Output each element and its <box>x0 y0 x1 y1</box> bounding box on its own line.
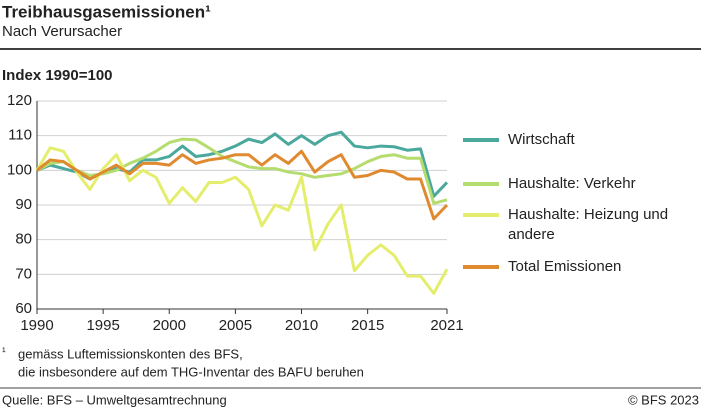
y-tick-label: 70 <box>15 265 32 282</box>
legend-swatch <box>463 138 499 142</box>
series-line <box>36 149 449 221</box>
legend-label: Wirtschaft <box>508 131 575 148</box>
y-axis-label: Index 1990=100 <box>2 67 113 84</box>
chart-subtitle: Nach Verursacher <box>2 23 122 40</box>
y-tick-label: 100 <box>7 161 32 178</box>
y-tick-label: 90 <box>15 196 32 213</box>
x-tick-label: 2015 <box>351 317 384 334</box>
x-tick-label: 2021 <box>430 317 463 334</box>
y-tick-label: 80 <box>15 231 32 248</box>
x-tick-label: 2005 <box>219 317 252 334</box>
legend-swatch <box>463 265 499 269</box>
legend-swatch <box>463 182 499 186</box>
footnote: die insbesondere auf dem THG-Inventar de… <box>18 364 364 379</box>
series-line <box>35 146 449 295</box>
legend-label: Haushalte: Verkehr <box>508 175 636 192</box>
legend-label: Haushalte: Heizung und andere <box>508 206 669 243</box>
chart-title: Treibhausgasemissionen¹ <box>2 2 211 21</box>
footnote: gemäss Luftemissionskonten des BFS, <box>18 346 243 361</box>
legend-swatch <box>463 213 499 217</box>
source: Quelle: BFS – Umweltgesamtrechnung <box>2 392 227 407</box>
x-tick-label: 2000 <box>153 317 186 334</box>
series-line <box>36 137 448 205</box>
y-tick-label: 110 <box>8 127 32 144</box>
y-tick-label: 60 <box>15 300 32 317</box>
y-tick-label: 120 <box>7 92 32 109</box>
footnote-marker: ¹ <box>2 346 6 358</box>
x-tick-label: 1995 <box>86 317 119 334</box>
legend-label: Total Emissionen <box>508 258 622 275</box>
copyright: © BFS 2023 <box>628 392 699 407</box>
x-tick-label: 2010 <box>285 317 318 334</box>
x-tick-label: 1990 <box>20 317 53 334</box>
